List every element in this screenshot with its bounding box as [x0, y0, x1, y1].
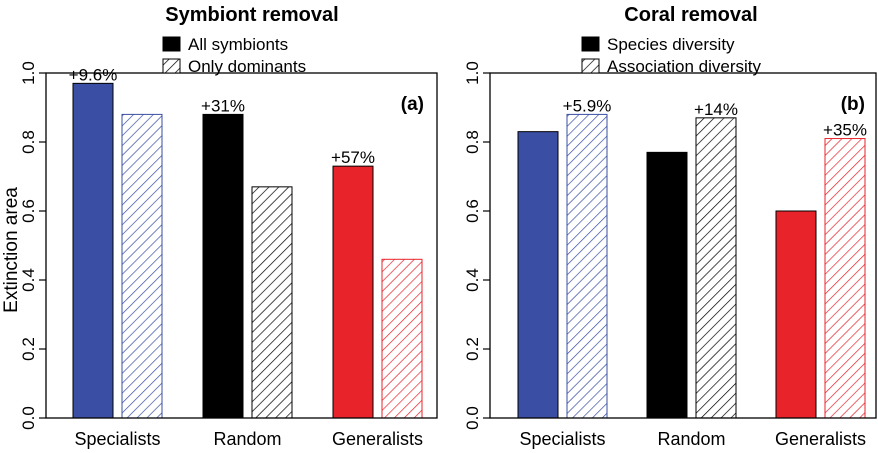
bar [824, 138, 866, 419]
x-tick-label: Random [213, 429, 281, 449]
y-axis-label: Extinction area [1, 187, 22, 313]
chart-title: Coral removal [624, 4, 757, 26]
panel-symbiont-removal: Symbiont removal Extinction area (a) Spe… [1, 4, 438, 449]
panel-label: (b) [841, 94, 865, 115]
x-tick-label: Generalists [332, 429, 423, 449]
data-label: +5.9% [563, 96, 612, 115]
data-label: +14% [694, 100, 738, 119]
y-tick-label: 0.0 [463, 406, 482, 430]
x-tick-label: Specialists [74, 429, 160, 449]
y-tick-label: 1.0 [463, 61, 482, 85]
y-tick-label: 0.4 [463, 268, 482, 292]
bar [646, 151, 688, 419]
legend-swatch [162, 58, 181, 74]
x-tick-label: Specialists [519, 429, 605, 449]
y-tick-label: 0.2 [19, 337, 38, 361]
legend-label: Association diversity [607, 57, 762, 76]
legend-swatch [581, 58, 600, 74]
legend-swatch [162, 36, 181, 52]
chart-title: Symbiont removal [165, 4, 338, 26]
legend-label: Only dominants [188, 57, 306, 76]
bar [72, 82, 114, 419]
x-tick-label: Random [657, 429, 725, 449]
bar [695, 117, 737, 419]
bar [517, 131, 559, 419]
panel-label: (a) [401, 94, 424, 115]
legend-swatch [581, 36, 600, 52]
data-label: +57% [331, 148, 375, 167]
data-label: +31% [201, 96, 245, 115]
plot-frame [489, 72, 877, 419]
bar [381, 258, 423, 419]
data-label: +9.6% [69, 65, 118, 84]
y-tick-label: 1.0 [19, 61, 38, 85]
bar [251, 186, 293, 419]
legend-label: All symbionts [188, 35, 288, 54]
legend-label: Species diversity [607, 35, 735, 54]
y-tick-label: 0.0 [19, 406, 38, 430]
panel-coral-removal: Coral removal (b) Specialists Random Gener… [463, 4, 877, 449]
data-label: +35% [823, 121, 867, 140]
y-tick-label: 0.4 [19, 268, 38, 292]
bar [202, 113, 244, 419]
y-tick-label: 0.6 [463, 199, 482, 223]
bar [775, 210, 817, 419]
bar [121, 113, 163, 419]
bar [332, 165, 374, 419]
bar [566, 113, 608, 419]
x-tick-label: Generalists [775, 429, 866, 449]
y-tick-label: 0.6 [19, 199, 38, 223]
plot-frame [45, 72, 438, 419]
y-tick-label: 0.2 [463, 337, 482, 361]
y-tick-label: 0.8 [463, 130, 482, 154]
y-tick-label: 0.8 [19, 130, 38, 154]
